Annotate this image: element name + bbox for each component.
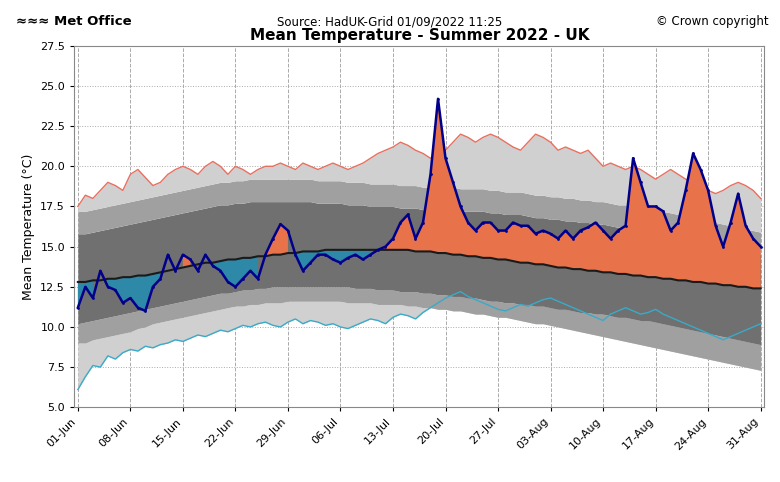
Text: ≈≈≈ Met Office: ≈≈≈ Met Office — [16, 15, 131, 28]
Y-axis label: Mean Temperature (°C): Mean Temperature (°C) — [22, 153, 34, 300]
Title: Mean Temperature - Summer 2022 - UK: Mean Temperature - Summer 2022 - UK — [250, 28, 589, 43]
Text: © Crown copyright: © Crown copyright — [656, 15, 768, 28]
Text: Source: HadUK-Grid 01/09/2022 11:25: Source: HadUK-Grid 01/09/2022 11:25 — [278, 15, 502, 28]
